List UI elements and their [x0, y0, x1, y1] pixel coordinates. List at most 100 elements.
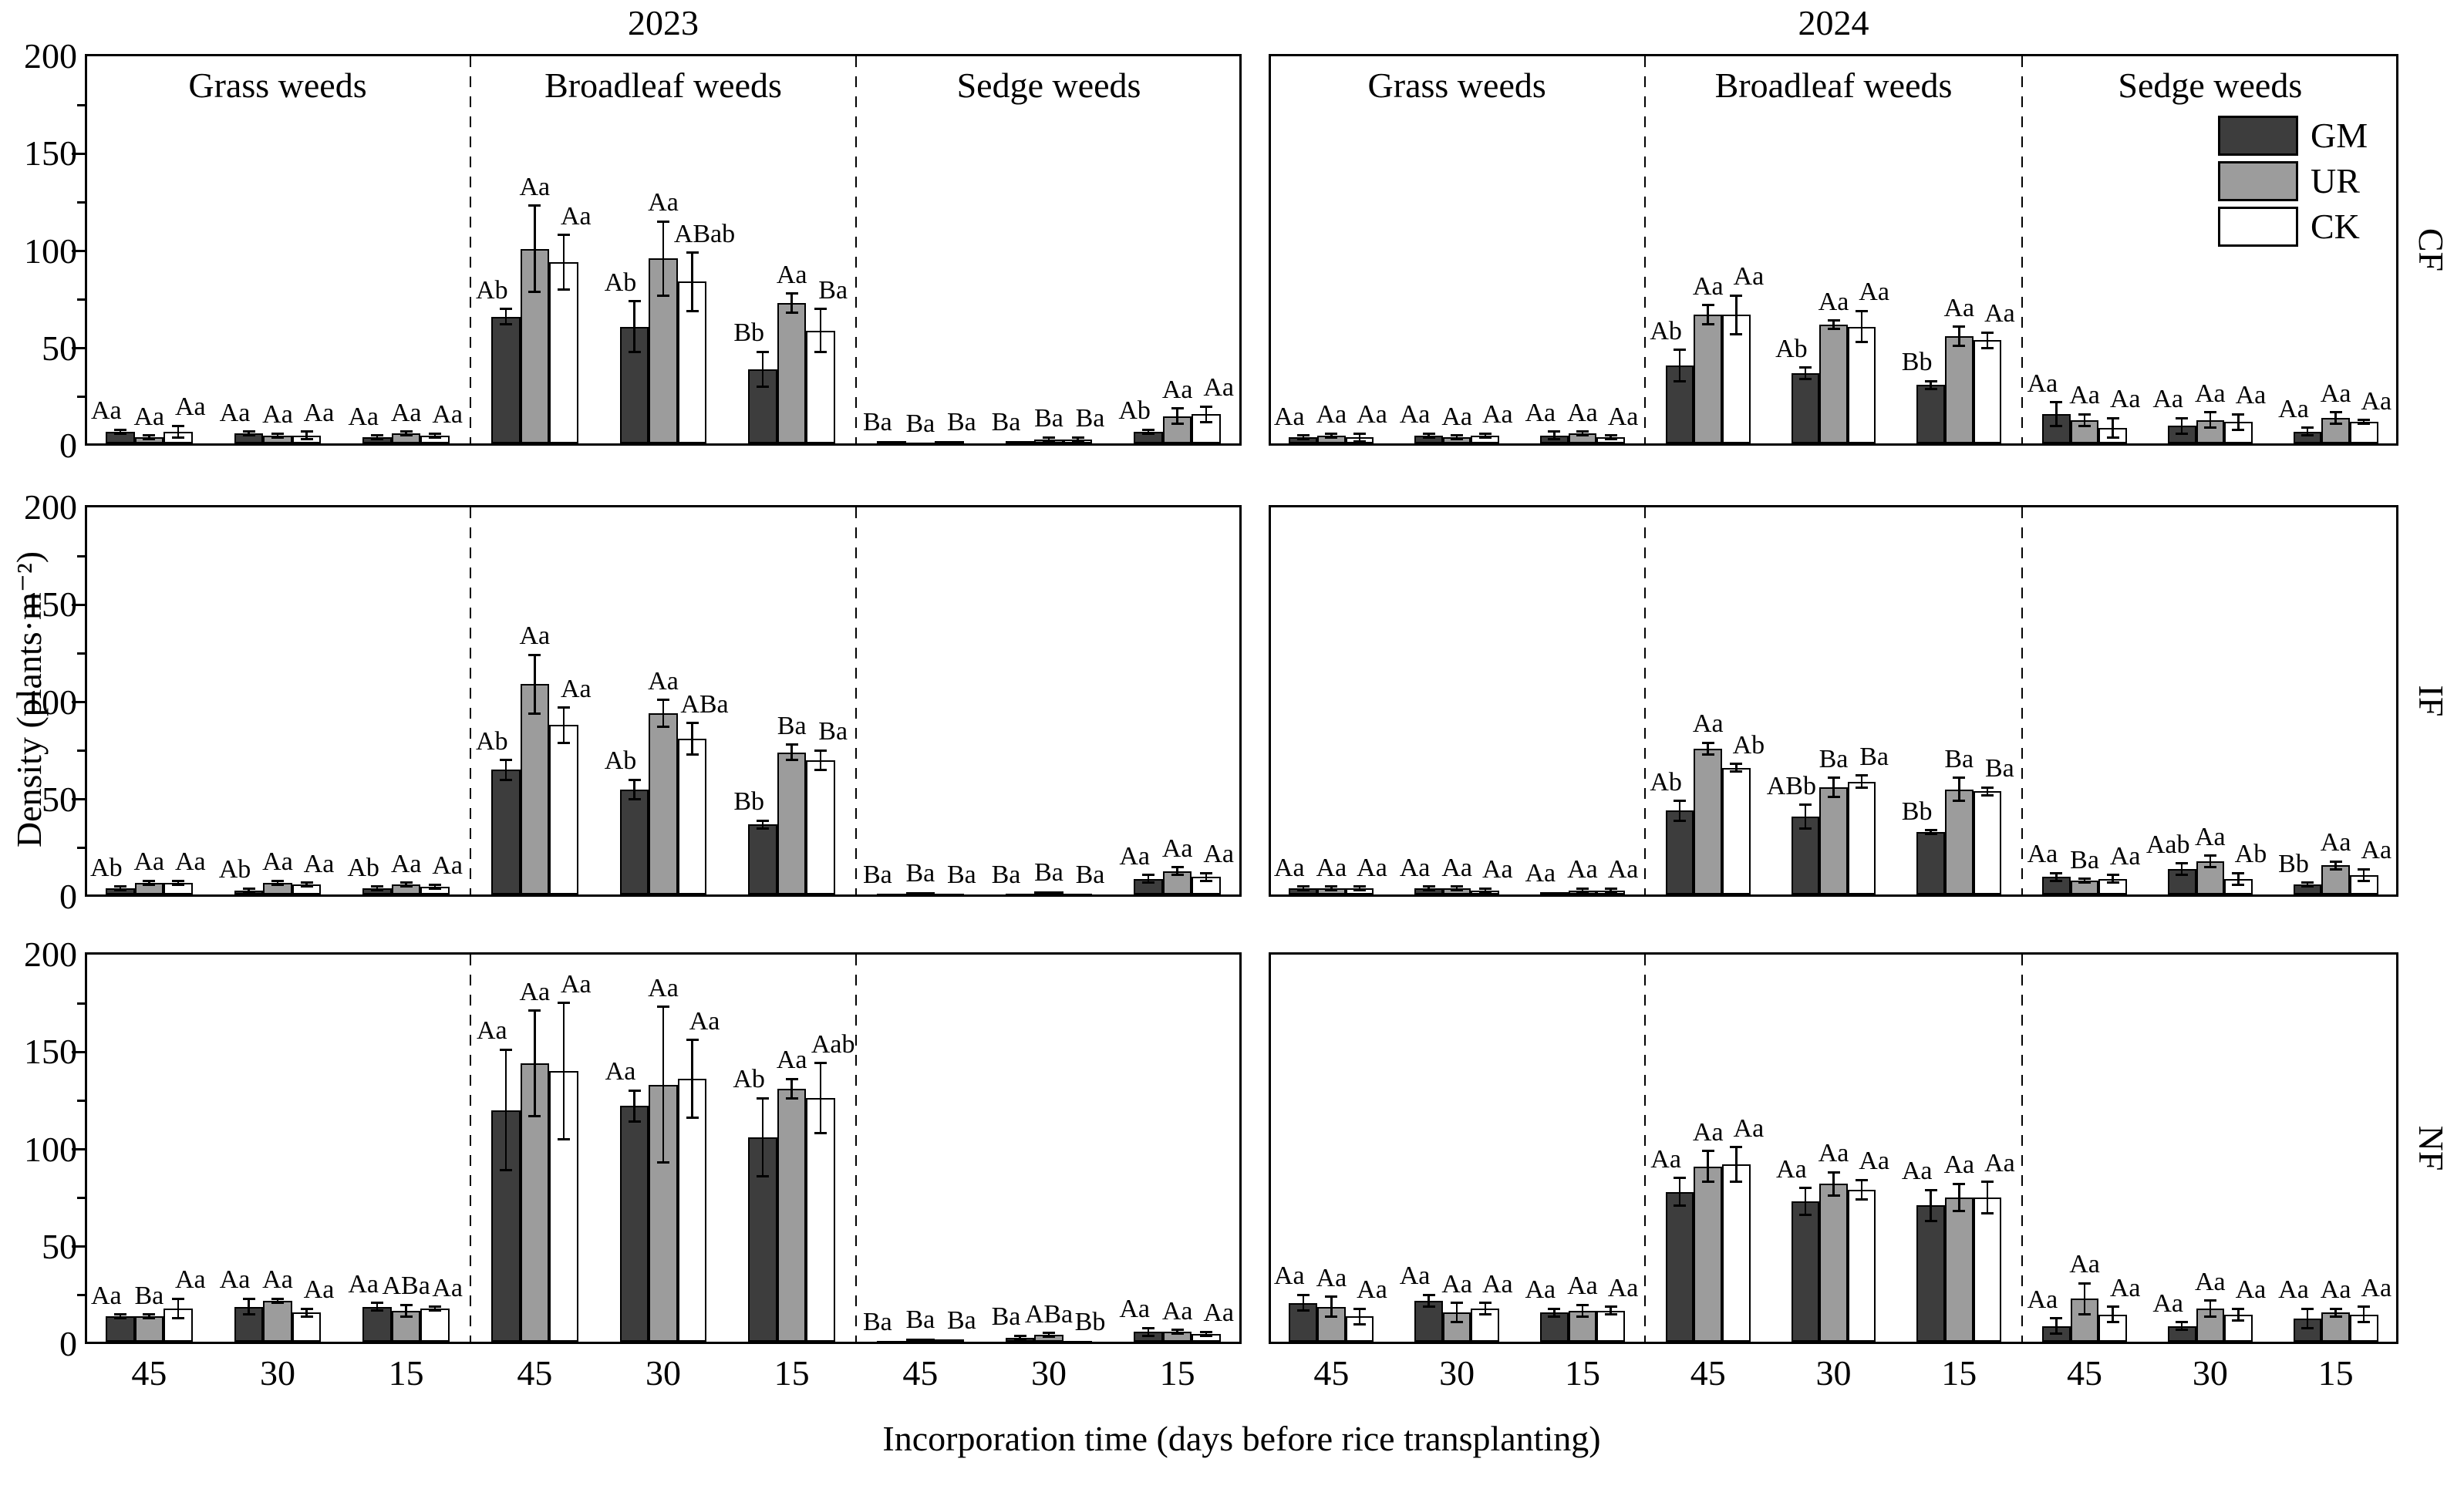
error-bar-cap [2358, 1305, 2371, 1309]
error-bar [119, 429, 122, 434]
error-bar [1484, 1302, 1487, 1315]
y-tick-label: 200 [24, 935, 77, 974]
sig-label: Aa [2027, 369, 2058, 398]
error-bar [1707, 305, 1709, 325]
error-bar-cap [1478, 887, 1492, 890]
bar-GM [877, 1340, 906, 1344]
error-bar-cap [1730, 1181, 1743, 1184]
error-bar [790, 744, 793, 760]
error-bar-cap [2358, 419, 2371, 422]
sig-label: Ab [604, 746, 637, 776]
y-tick-minor [77, 847, 85, 850]
sig-label: Ab [1118, 396, 1151, 426]
error-bar [2306, 882, 2309, 887]
y-tick-label: 200 [24, 36, 77, 76]
error-bar-cap [2301, 434, 2314, 437]
error-bar [662, 699, 665, 727]
error-bar-cap [757, 386, 770, 389]
error-bar [1581, 888, 1584, 893]
error-bar-cap [171, 883, 184, 886]
error-bar [504, 1049, 507, 1171]
error-bar-cap [1422, 1305, 1435, 1309]
error-bar-cap [113, 432, 126, 435]
sig-label: Aa [133, 402, 165, 431]
error-bar-cap [1043, 436, 1055, 439]
error-bar-cap [2106, 874, 2119, 877]
error-bar [1047, 1332, 1050, 1337]
error-bar-cap [499, 778, 512, 781]
error-bar [1455, 886, 1458, 891]
y-tick-major [72, 798, 85, 801]
y-tick-minor [77, 200, 85, 204]
y-tick-minor [77, 750, 85, 753]
error-bar-cap [1013, 1338, 1026, 1341]
bar-GM [1916, 1205, 1945, 1342]
sig-label: Aa [605, 1057, 636, 1086]
legend-label: UR [2311, 161, 2360, 200]
error-bar-cap [371, 885, 384, 888]
error-bar-cap [1200, 405, 1213, 408]
error-bar-cap [399, 885, 413, 888]
error-bar-cap [429, 1309, 442, 1312]
error-bar [305, 882, 308, 887]
bar-UR [905, 892, 935, 896]
legend-swatch-UR [2218, 161, 2298, 201]
bar-CK [420, 1309, 450, 1342]
x-tick-label: 30 [260, 1353, 295, 1393]
legend-item-CK: CK [2218, 207, 2368, 247]
error-bar [2362, 419, 2365, 424]
x-tick-label: 15 [388, 1353, 424, 1393]
error-bar-cap [1798, 378, 1812, 381]
error-bar [248, 888, 250, 893]
sig-label: ABab [673, 219, 736, 248]
error-bar-cap [1478, 1302, 1492, 1304]
section-title: Sedge weeds [956, 66, 1141, 105]
error-bar [177, 881, 180, 885]
error-bar-cap [1856, 1178, 1869, 1181]
error-bar-cap [1827, 1194, 1840, 1198]
section-title: Sedge weeds [2118, 66, 2303, 105]
error-bar [534, 205, 536, 292]
sig-label: Aa [175, 392, 206, 422]
bar-CK [549, 262, 578, 443]
error-bar-cap [171, 1317, 184, 1320]
sig-label: Ba [2070, 845, 2099, 874]
error-bar-cap [399, 1303, 413, 1306]
sig-label: Aa [2278, 394, 2309, 423]
error-bar [1930, 381, 1932, 389]
error-bar [1735, 1147, 1738, 1182]
error-bar-cap [1827, 1171, 1840, 1174]
error-bar-cap [1576, 434, 1589, 437]
error-bar-cap [1171, 874, 1184, 877]
error-bar-cap [271, 1302, 284, 1304]
sig-label: Aa [219, 398, 251, 427]
error-bar-cap [1353, 1322, 1366, 1326]
error-bar-cap [399, 430, 413, 433]
error-bar-cap [1604, 438, 1617, 441]
error-bar-cap [1325, 436, 1338, 439]
error-bar [2083, 414, 2086, 426]
error-bar-cap [1142, 428, 1155, 431]
y-tick-minor [77, 1002, 85, 1005]
section-divider [1644, 507, 1647, 894]
error-bar [2055, 402, 2058, 426]
error-bar-cap [1451, 1302, 1464, 1304]
y-tick-label: 0 [59, 426, 77, 465]
bar-CK [1847, 1190, 1876, 1342]
sig-label: Aa [648, 188, 679, 217]
y-tick-label: 150 [24, 1032, 77, 1072]
sig-label: Aa [2109, 385, 2141, 414]
sig-label: Aa [1399, 853, 1431, 882]
sig-label: Ba [862, 408, 892, 437]
sig-label: Aa [1273, 853, 1305, 882]
error-bar [1610, 1306, 1612, 1315]
error-bar-cap [2106, 436, 2119, 439]
error-bar-cap [1798, 366, 1812, 369]
legend: GM UR CK [2218, 116, 2368, 247]
bar-UR [1944, 336, 1974, 443]
bar-CK [677, 1079, 707, 1342]
panel-CF-2024 [1269, 54, 2398, 446]
y-tick-major [72, 701, 85, 703]
error-bar [761, 352, 764, 387]
